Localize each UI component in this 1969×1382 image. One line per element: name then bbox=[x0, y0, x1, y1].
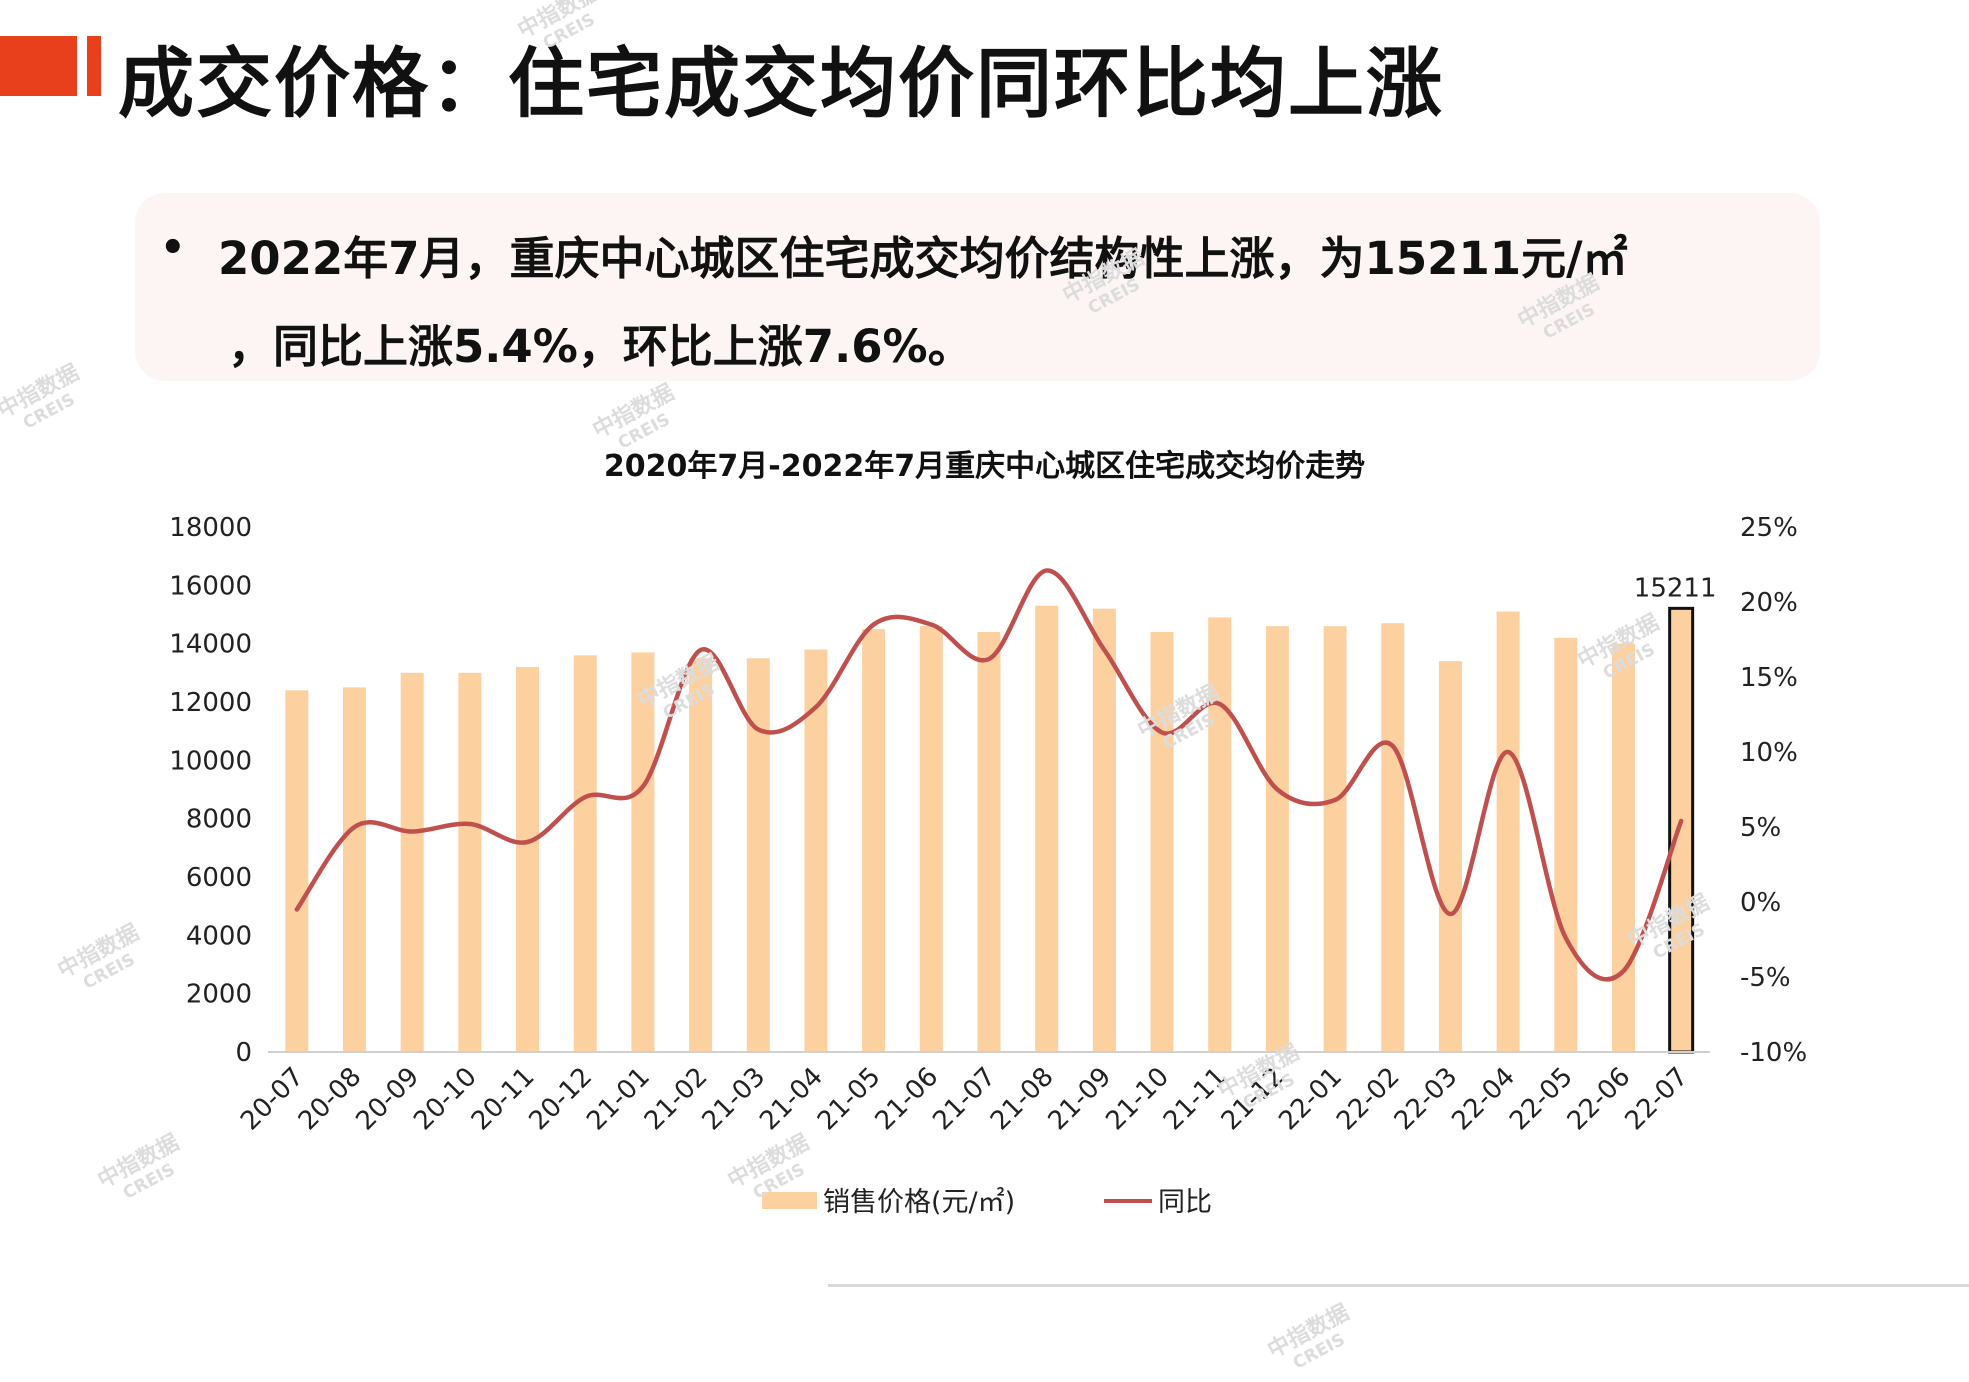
price-bar bbox=[285, 690, 309, 1052]
price-bar bbox=[804, 649, 828, 1052]
x-tick-label: 20-10 bbox=[408, 1062, 483, 1137]
y-left-tick-label: 10000 bbox=[169, 746, 252, 776]
x-tick-label: 21-02 bbox=[639, 1062, 714, 1137]
price-bar bbox=[343, 687, 367, 1052]
price-bar bbox=[400, 672, 424, 1052]
price-bar bbox=[573, 655, 597, 1052]
price-bar bbox=[1092, 608, 1116, 1052]
x-tick-label: 21-08 bbox=[985, 1062, 1060, 1137]
y-left-tick-label: 12000 bbox=[169, 688, 252, 718]
y-right-tick-label: 10% bbox=[1740, 738, 1798, 768]
y-left-tick-label: 4000 bbox=[186, 921, 252, 951]
title-accent-bar bbox=[0, 36, 83, 96]
x-tick-label: 21-04 bbox=[754, 1062, 829, 1137]
y-right-tick-label: 0% bbox=[1740, 888, 1781, 918]
x-tick-label: 22-05 bbox=[1504, 1062, 1579, 1137]
price-bar bbox=[1265, 626, 1289, 1052]
price-bar bbox=[862, 629, 886, 1052]
y-left-tick-label: 6000 bbox=[186, 863, 252, 893]
x-tick-label: 20-09 bbox=[351, 1062, 426, 1137]
y-right-tick-label: 5% bbox=[1740, 813, 1781, 843]
x-tick-label: 21-07 bbox=[927, 1062, 1002, 1137]
highlight-data-label: 15211 bbox=[1634, 573, 1717, 603]
price-bar bbox=[1381, 623, 1405, 1052]
highlight-bar bbox=[1668, 606, 1695, 1054]
legend-bar-label: 销售价格(元/㎡) bbox=[823, 1187, 1015, 1218]
price-bar bbox=[1323, 626, 1347, 1052]
summary-line-2: ，同比上涨5.4%，环比上涨7.6%。 bbox=[228, 320, 973, 373]
price-bar bbox=[689, 658, 713, 1052]
price-bar bbox=[631, 652, 655, 1052]
y-left-tick-label: 2000 bbox=[186, 980, 252, 1010]
price-bar bbox=[458, 672, 482, 1052]
y-left-tick-label: 0 bbox=[235, 1038, 252, 1068]
price-bar bbox=[977, 632, 1001, 1052]
y-left-tick-label: 14000 bbox=[169, 630, 252, 660]
x-tick-label: 22-04 bbox=[1446, 1062, 1521, 1137]
price-bar bbox=[1150, 632, 1174, 1052]
x-tick-label: 21-06 bbox=[870, 1062, 945, 1137]
summary-box bbox=[135, 193, 1820, 381]
legend-bar-swatch bbox=[762, 1192, 817, 1209]
price-bar bbox=[1554, 637, 1578, 1052]
y-right-tick-label: 20% bbox=[1740, 588, 1798, 618]
y-left-tick-label: 18000 bbox=[169, 513, 252, 543]
price-bar bbox=[746, 658, 770, 1052]
x-tick-label: 20-12 bbox=[524, 1062, 599, 1137]
x-tick-label: 20-07 bbox=[235, 1062, 310, 1137]
y-right-tick-label: -5% bbox=[1740, 963, 1791, 993]
title-accent-bar-thin bbox=[87, 36, 101, 96]
x-tick-label: 21-01 bbox=[581, 1062, 656, 1137]
y-right-tick-label: 15% bbox=[1740, 663, 1798, 693]
title-accent-gap bbox=[77, 36, 87, 96]
summary-bullet: • bbox=[160, 225, 186, 271]
x-tick-label: 22-07 bbox=[1619, 1062, 1694, 1137]
x-tick-label: 22-03 bbox=[1389, 1062, 1464, 1137]
x-tick-label: 22-06 bbox=[1562, 1062, 1637, 1137]
x-tick-label: 21-09 bbox=[1043, 1062, 1118, 1137]
price-bar bbox=[1208, 617, 1232, 1052]
y-left-tick-label: 8000 bbox=[186, 805, 252, 835]
page-title: 成交价格：住宅成交均价同环比均上涨 bbox=[118, 39, 1444, 128]
y-right-tick-label: 25% bbox=[1740, 513, 1798, 543]
y-left-tick-label: 16000 bbox=[169, 571, 252, 601]
x-tick-label: 22-02 bbox=[1331, 1062, 1406, 1137]
price-trend-chart: 0 2000 4000 6000 8000 10000 12000 14000 16000 180… bbox=[169, 513, 1807, 1218]
x-tick-label: 21-10 bbox=[1100, 1062, 1175, 1137]
y-right-tick-label: -10% bbox=[1740, 1038, 1807, 1068]
price-bar bbox=[919, 626, 943, 1052]
chart-title: 2020年7月-2022年7月重庆中心城区住宅成交均价走势 bbox=[603, 449, 1366, 484]
footer-divider bbox=[828, 1284, 1969, 1287]
summary-line-1: 2022年7月，重庆中心城区住宅成交均价结构性上涨，为15211元/㎡ bbox=[218, 232, 1628, 285]
price-bar bbox=[1611, 643, 1635, 1052]
x-tick-label: 21-11 bbox=[1158, 1062, 1233, 1137]
x-tick-label: 20-11 bbox=[466, 1062, 541, 1137]
x-tick-label: 21-05 bbox=[812, 1062, 887, 1137]
price-bar bbox=[1035, 605, 1059, 1052]
price-bar bbox=[516, 667, 540, 1052]
yoy-line bbox=[294, 568, 1684, 982]
x-tick-label: 20-08 bbox=[293, 1062, 368, 1137]
legend-line-label: 同比 bbox=[1158, 1187, 1212, 1218]
x-tick-label: 21-03 bbox=[697, 1062, 772, 1137]
price-bar bbox=[1438, 661, 1462, 1052]
price-bar bbox=[1496, 611, 1520, 1052]
